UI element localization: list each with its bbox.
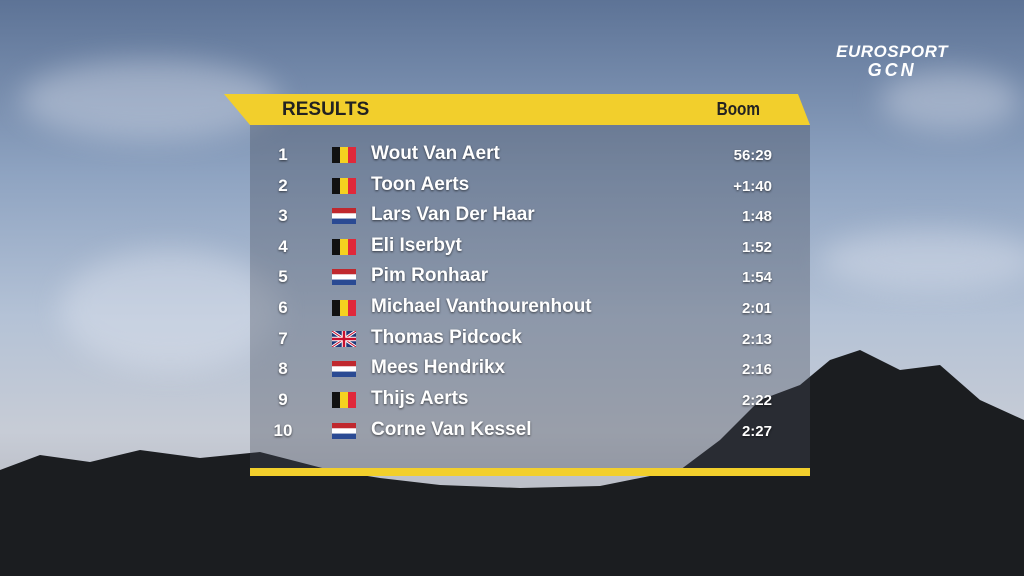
rider-name: Toon Aerts [371,174,470,195]
time: 2:27 [741,423,772,440]
position: 8 [278,359,288,378]
position: 6 [278,298,288,317]
time: 1:54 [741,269,772,286]
flag [332,423,356,439]
rider-name: Thijs Aerts [371,388,469,409]
logo-brand: EUROSPORT [836,42,948,61]
position: 3 [278,206,288,225]
time: 1:52 [741,239,772,256]
header-bar [224,94,810,125]
result-row: 4 Eli Iserbyt 1:52 [250,232,810,262]
position: 9 [278,390,288,409]
footer-bar [250,468,810,476]
rider-name: Pim Ronhaar [371,265,489,286]
logo-sub: GCN [867,60,917,80]
flag [332,392,356,408]
cloud [880,70,1020,130]
flag [332,147,356,163]
position: 2 [278,176,288,195]
result-row: 6 Michael Vanthourenhout 2:01 [250,293,810,323]
rider-name: Michael Vanthourenhout [371,296,592,317]
result-row: 1 Wout Van Aert 56:29 [250,140,810,170]
time: 2:22 [741,392,772,409]
rider-name: Thomas Pidcock [371,327,522,348]
result-row: 8 Mees Hendrikx 2:16 [250,354,810,384]
header-location: Boom [716,99,760,119]
time: 1:48 [741,208,772,225]
result-row: 5 Pim Ronhaar 1:54 [250,262,810,292]
time: 2:13 [741,331,772,348]
cloud [820,230,1024,290]
time: 2:16 [741,361,772,378]
flag [332,208,356,224]
result-row: 10 Corne Van Kessel 2:27 [250,416,810,446]
flag [332,331,356,347]
flag [332,361,356,377]
result-row: 2 Toon Aerts +1:40 [250,171,810,201]
header-title: RESULTS [282,99,370,120]
rider-name: Eli Iserbyt [371,235,462,256]
position: 1 [278,145,288,164]
rider-name: Mees Hendrikx [371,357,506,378]
flag [332,178,356,194]
time: 2:01 [741,300,772,317]
time: 56:29 [733,147,772,164]
result-row: 3 Lars Van Der Haar 1:48 [250,201,810,231]
position: 10 [273,421,293,440]
rider-name: Wout Van Aert [371,143,500,164]
result-row: 9 Thijs Aerts 2:22 [250,385,810,415]
position: 7 [278,329,288,348]
position: 4 [278,237,288,256]
position: 5 [278,267,288,286]
result-row: 7 Thomas Pidcock 2:13 [250,324,810,354]
cloud [60,250,280,370]
flag [332,269,356,285]
channel-logo: EUROSPORT GCN [836,42,948,81]
flag [332,300,356,316]
rider-name: Corne Van Kessel [371,419,532,440]
rider-name: Lars Van Der Haar [371,204,535,225]
flag [332,239,356,255]
time: +1:40 [733,178,772,195]
